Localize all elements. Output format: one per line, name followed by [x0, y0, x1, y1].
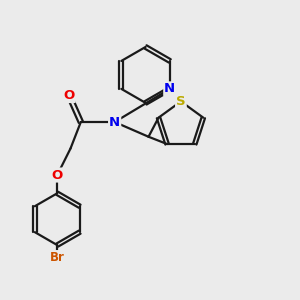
Text: O: O	[52, 169, 63, 182]
Text: S: S	[176, 95, 186, 108]
Text: N: N	[164, 82, 176, 95]
Text: Br: Br	[50, 251, 65, 264]
Text: N: N	[109, 116, 120, 128]
Text: O: O	[63, 89, 75, 102]
